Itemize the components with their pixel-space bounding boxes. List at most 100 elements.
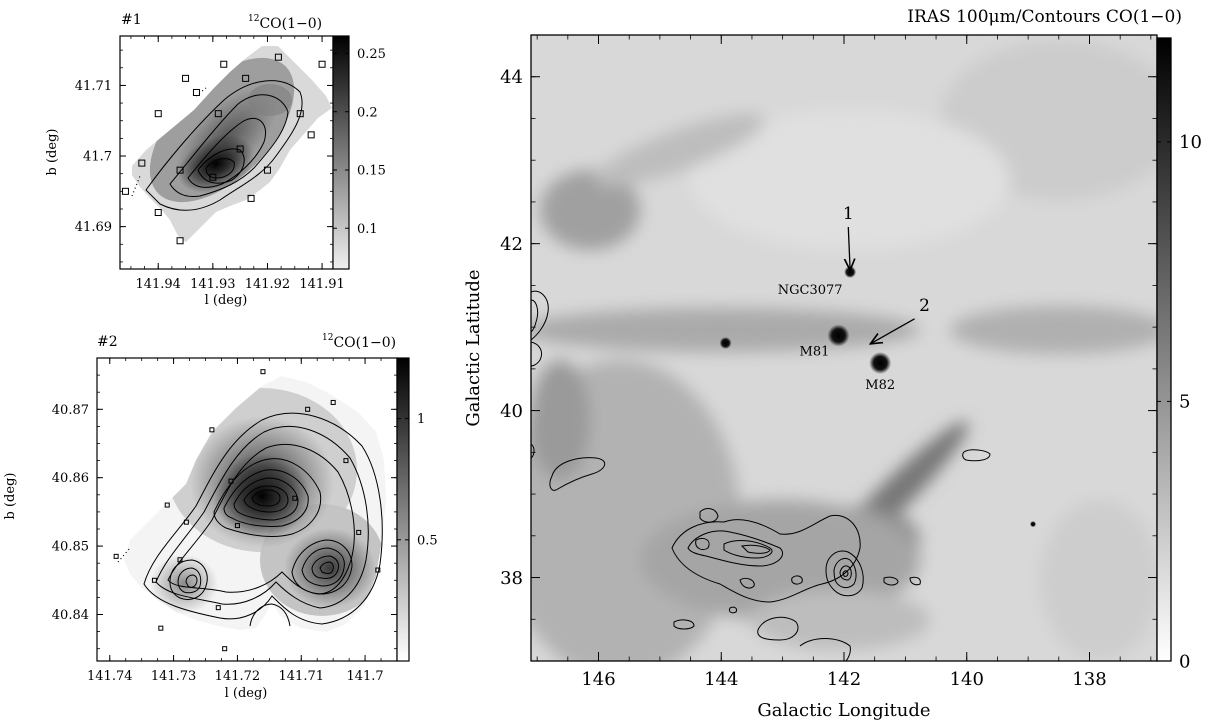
sample-point — [307, 131, 315, 139]
sample-point — [356, 529, 362, 535]
x-tick-label: 146 — [581, 669, 615, 690]
sample-point — [330, 399, 336, 405]
panel-1-title-text: CO(1−0) — [259, 16, 322, 32]
sample-point — [214, 110, 222, 118]
panel-1-contours — [145, 80, 303, 211]
sample-point — [305, 406, 311, 412]
sample-point — [113, 553, 119, 559]
panel-main: IRAS 100μm/Contours CO(1−0) — [463, 7, 1202, 721]
x-tick-label: 141.94 — [135, 277, 181, 292]
panel-2-colorbar — [396, 357, 410, 662]
colorbar-tick-label: 0.15 — [357, 164, 386, 179]
y-tick-label: 40.85 — [52, 540, 89, 555]
colorbar-tick-label: 5 — [1179, 392, 1190, 413]
colorbar-tick-label: 0.2 — [357, 105, 378, 120]
panel-2-x-ticks: 141.74 141.73 141.72 141.71 141.7 — [87, 358, 384, 684]
sample-point — [177, 557, 183, 563]
sample-point — [151, 577, 157, 583]
x-tick-label: 141.93 — [190, 277, 236, 292]
sample-point — [209, 427, 215, 433]
main-sources — [719, 266, 1037, 528]
y-tick-label: 44 — [500, 67, 523, 88]
source-blob — [827, 324, 850, 347]
arrow-label: 1 — [843, 204, 854, 224]
sample-point — [183, 519, 189, 525]
source-label: NGC3077 — [778, 283, 843, 298]
sample-point — [158, 625, 164, 631]
panel-1: #1 12CO(1−0) 141.94 141.93 141.92 141.91 41… — [45, 12, 386, 308]
y-tick-label: 38 — [500, 568, 523, 589]
colorbar-tick-label: 0 — [1179, 651, 1190, 672]
colorbar-tick-label: 10 — [1179, 132, 1202, 153]
source-blob — [869, 352, 892, 375]
source-blob — [719, 336, 732, 349]
panel-1-map — [132, 46, 332, 242]
x-tick-label: 141.7 — [346, 669, 383, 684]
panel-1-colorbar-ticks: 0.1 0.15 0.2 0.25 — [333, 47, 386, 237]
sample-point — [176, 237, 184, 245]
panel-2-title-text: CO(1−0) — [333, 335, 396, 351]
x-tick-label: 141.71 — [279, 669, 325, 684]
y-tick-label: 41.71 — [75, 79, 112, 94]
sample-point — [182, 74, 190, 82]
main-x-ticks: 146 144 142 140 138 — [536, 35, 1152, 690]
sample-point — [209, 173, 217, 181]
sample-point — [228, 478, 234, 484]
y-tick-label: 40.84 — [52, 608, 89, 623]
arrow-label: 2 — [919, 296, 930, 316]
panel-2: #2 12CO(1−0) — [3, 333, 438, 701]
panel-2-ylabel: b (deg) — [3, 473, 18, 520]
y-tick-label: 41.69 — [75, 220, 112, 235]
source-label: M82 — [865, 378, 895, 393]
arrow — [870, 318, 915, 344]
colorbar-tick-label: 0.5 — [417, 533, 438, 548]
main-co-contours — [531, 290, 991, 661]
x-tick-label: 141.92 — [245, 277, 291, 292]
panel-2-colorbar-ticks: 0.51 — [397, 412, 438, 548]
main-ylabel: Galactic Latitude — [463, 269, 484, 426]
sample-point — [296, 110, 304, 118]
sample-point — [260, 369, 266, 375]
sample-point — [192, 88, 200, 96]
y-tick-label: 41.7 — [83, 150, 112, 165]
source-blob — [1030, 521, 1037, 528]
colorbar-tick-label: 0.25 — [357, 47, 386, 62]
panel-2-contours — [143, 412, 383, 627]
sample-point — [234, 523, 240, 529]
panel-1-title: 12CO(1−0) — [248, 14, 322, 32]
main-image: 12 — [531, 35, 1157, 661]
sample-point — [292, 495, 298, 501]
sample-point — [222, 646, 228, 652]
sample-point — [164, 502, 170, 508]
panel-2-label: #2 — [97, 334, 118, 350]
y-tick-label: 40 — [500, 401, 523, 422]
panel-1-xlabel: l (deg) — [205, 293, 248, 308]
sample-point — [220, 60, 228, 68]
sample-point — [318, 60, 326, 68]
panel-1-ylabel: b (deg) — [45, 129, 60, 176]
sample-point — [343, 458, 349, 464]
panel-1-title-sup: 12 — [248, 14, 259, 24]
sample-point — [215, 605, 221, 611]
panel-1-colorbar — [332, 35, 350, 270]
main-xlabel: Galactic Longitude — [757, 700, 930, 721]
sample-point — [242, 74, 250, 82]
arrow — [848, 226, 850, 270]
sample-point — [236, 145, 244, 153]
main-arrows: 12 — [843, 204, 930, 344]
main-colorbar-ticks: 0 5 10 — [1157, 132, 1202, 672]
main-source-labels: NGC3077 M81 M82 — [778, 283, 895, 393]
panel-2-title-sup: 12 — [322, 333, 333, 343]
x-tick-label: 140 — [950, 669, 984, 690]
y-tick-label: 40.87 — [52, 403, 89, 418]
sample-point — [154, 110, 162, 118]
x-tick-label: 144 — [704, 669, 738, 690]
panel-2-sample-points — [113, 369, 381, 652]
x-tick-label: 141.73 — [151, 669, 197, 684]
main-title: IRAS 100μm/Contours CO(1−0) — [907, 7, 1182, 27]
panel-2-title: 12CO(1−0) — [322, 333, 396, 351]
panel-1-x-ticks: 141.94 141.93 141.92 141.91 — [130, 36, 345, 292]
x-tick-label: 138 — [1072, 669, 1106, 690]
panel-2-xlabel: l (deg) — [225, 686, 268, 701]
y-tick-label: 42 — [500, 234, 523, 255]
